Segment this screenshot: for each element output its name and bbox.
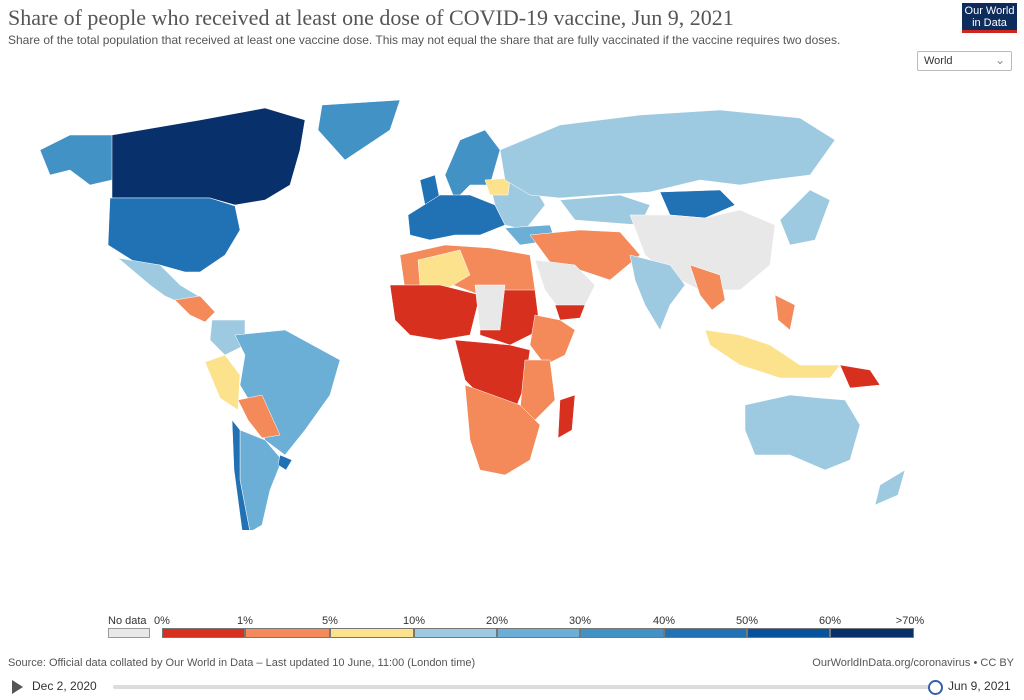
owid-logo[interactable]: Our World in Data bbox=[962, 3, 1017, 33]
world-map[interactable] bbox=[0, 95, 1024, 530]
region-chile[interactable] bbox=[231, 419, 250, 530]
legend-tick: 5% bbox=[322, 615, 338, 627]
region-select-value: World bbox=[924, 55, 953, 67]
region-peru[interactable] bbox=[204, 354, 241, 411]
color-legend: No data 0% 1% 5% 10% 20% 30% 40% 50% 60%… bbox=[0, 610, 1024, 640]
legend-bin[interactable] bbox=[747, 628, 830, 638]
region-papua-new-guinea[interactable] bbox=[839, 364, 881, 389]
region-usa[interactable] bbox=[107, 197, 241, 273]
region-central-america[interactable] bbox=[174, 295, 216, 323]
region-greenland[interactable] bbox=[317, 99, 401, 161]
legend-bin[interactable] bbox=[580, 628, 664, 638]
region-russia[interactable] bbox=[499, 109, 836, 199]
legend-no-data-label: No data bbox=[108, 615, 147, 627]
region-colombia[interactable] bbox=[209, 319, 246, 356]
legend-tick: >70% bbox=[895, 615, 925, 627]
region-philippines[interactable] bbox=[774, 294, 796, 331]
legend-tick: 20% bbox=[485, 615, 509, 627]
timeline-end-date[interactable]: Jun 9, 2021 bbox=[948, 679, 1011, 693]
legend-tick: 1% bbox=[237, 615, 253, 627]
timeline-start-date[interactable]: Dec 2, 2020 bbox=[32, 679, 97, 693]
legend-tick: 40% bbox=[652, 615, 676, 627]
region-libya-egypt[interactable] bbox=[474, 284, 506, 331]
region-madagascar[interactable] bbox=[557, 394, 576, 439]
timeline-handle[interactable] bbox=[928, 680, 943, 695]
source-note: Source: Official data collated by Our Wo… bbox=[8, 657, 476, 669]
region-balkans[interactable] bbox=[484, 177, 511, 196]
region-algeria[interactable] bbox=[417, 249, 471, 291]
region-alaska[interactable] bbox=[39, 134, 116, 186]
legend-bin[interactable] bbox=[414, 628, 497, 638]
legend-tick: 10% bbox=[402, 615, 426, 627]
chart-subtitle: Share of the total population that recei… bbox=[8, 33, 841, 47]
region-korea-japan[interactable] bbox=[779, 189, 831, 246]
logo-line-1: Our World bbox=[964, 5, 1015, 17]
legend-bin[interactable] bbox=[162, 628, 245, 638]
region-southeast-asia[interactable] bbox=[689, 264, 726, 311]
legend-tick: 60% bbox=[818, 615, 842, 627]
region-south-asia[interactable] bbox=[629, 254, 686, 331]
timeline[interactable]: Dec 2, 2020 Jun 9, 2021 bbox=[0, 676, 1024, 698]
play-icon[interactable] bbox=[12, 680, 23, 694]
region-mongolia[interactable] bbox=[659, 189, 736, 219]
credit-link[interactable]: OurWorldInData.org/coronavirus • CC BY bbox=[812, 657, 1014, 669]
region-central-africa[interactable] bbox=[454, 339, 531, 411]
region-west-africa[interactable] bbox=[389, 284, 481, 341]
legend-tick: 0% bbox=[154, 615, 170, 627]
region-yemen[interactable] bbox=[554, 304, 586, 321]
region-southern-africa[interactable] bbox=[464, 384, 541, 476]
region-bolivia-paraguay[interactable] bbox=[237, 394, 281, 439]
region-canada[interactable] bbox=[111, 107, 306, 206]
region-select[interactable]: World ⌄ bbox=[917, 51, 1012, 71]
region-indonesia[interactable] bbox=[704, 329, 841, 379]
legend-bin[interactable] bbox=[664, 628, 747, 638]
region-uruguay[interactable] bbox=[277, 454, 293, 471]
legend-no-data-swatch bbox=[108, 628, 150, 638]
legend-bin[interactable] bbox=[497, 628, 580, 638]
region-australia[interactable] bbox=[744, 394, 861, 471]
region-western-europe[interactable] bbox=[407, 194, 506, 241]
logo-line-2: in Data bbox=[972, 17, 1007, 29]
chart-title: Share of people who received at least on… bbox=[8, 5, 734, 30]
legend-tick: 50% bbox=[735, 615, 759, 627]
region-east-africa[interactable] bbox=[519, 359, 556, 421]
region-new-zealand[interactable] bbox=[874, 469, 906, 506]
timeline-track[interactable] bbox=[113, 685, 935, 689]
legend-tick: 30% bbox=[568, 615, 592, 627]
chevron-down-icon: ⌄ bbox=[994, 53, 1005, 67]
legend-bin[interactable] bbox=[245, 628, 330, 638]
region-ethiopia-somalia[interactable] bbox=[529, 314, 576, 366]
legend-bin[interactable] bbox=[330, 628, 414, 638]
legend-bin[interactable] bbox=[830, 628, 914, 638]
